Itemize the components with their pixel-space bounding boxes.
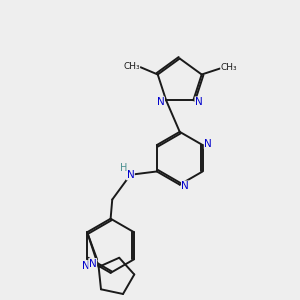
Text: N: N xyxy=(182,181,189,191)
Text: N: N xyxy=(204,139,212,149)
Text: CH₃: CH₃ xyxy=(123,62,140,71)
Text: N: N xyxy=(157,97,164,107)
Text: N: N xyxy=(82,261,89,271)
Text: N: N xyxy=(195,97,203,107)
Text: CH₃: CH₃ xyxy=(221,63,237,72)
Text: N: N xyxy=(127,170,134,180)
Text: N: N xyxy=(89,259,97,269)
Text: H: H xyxy=(120,163,127,172)
